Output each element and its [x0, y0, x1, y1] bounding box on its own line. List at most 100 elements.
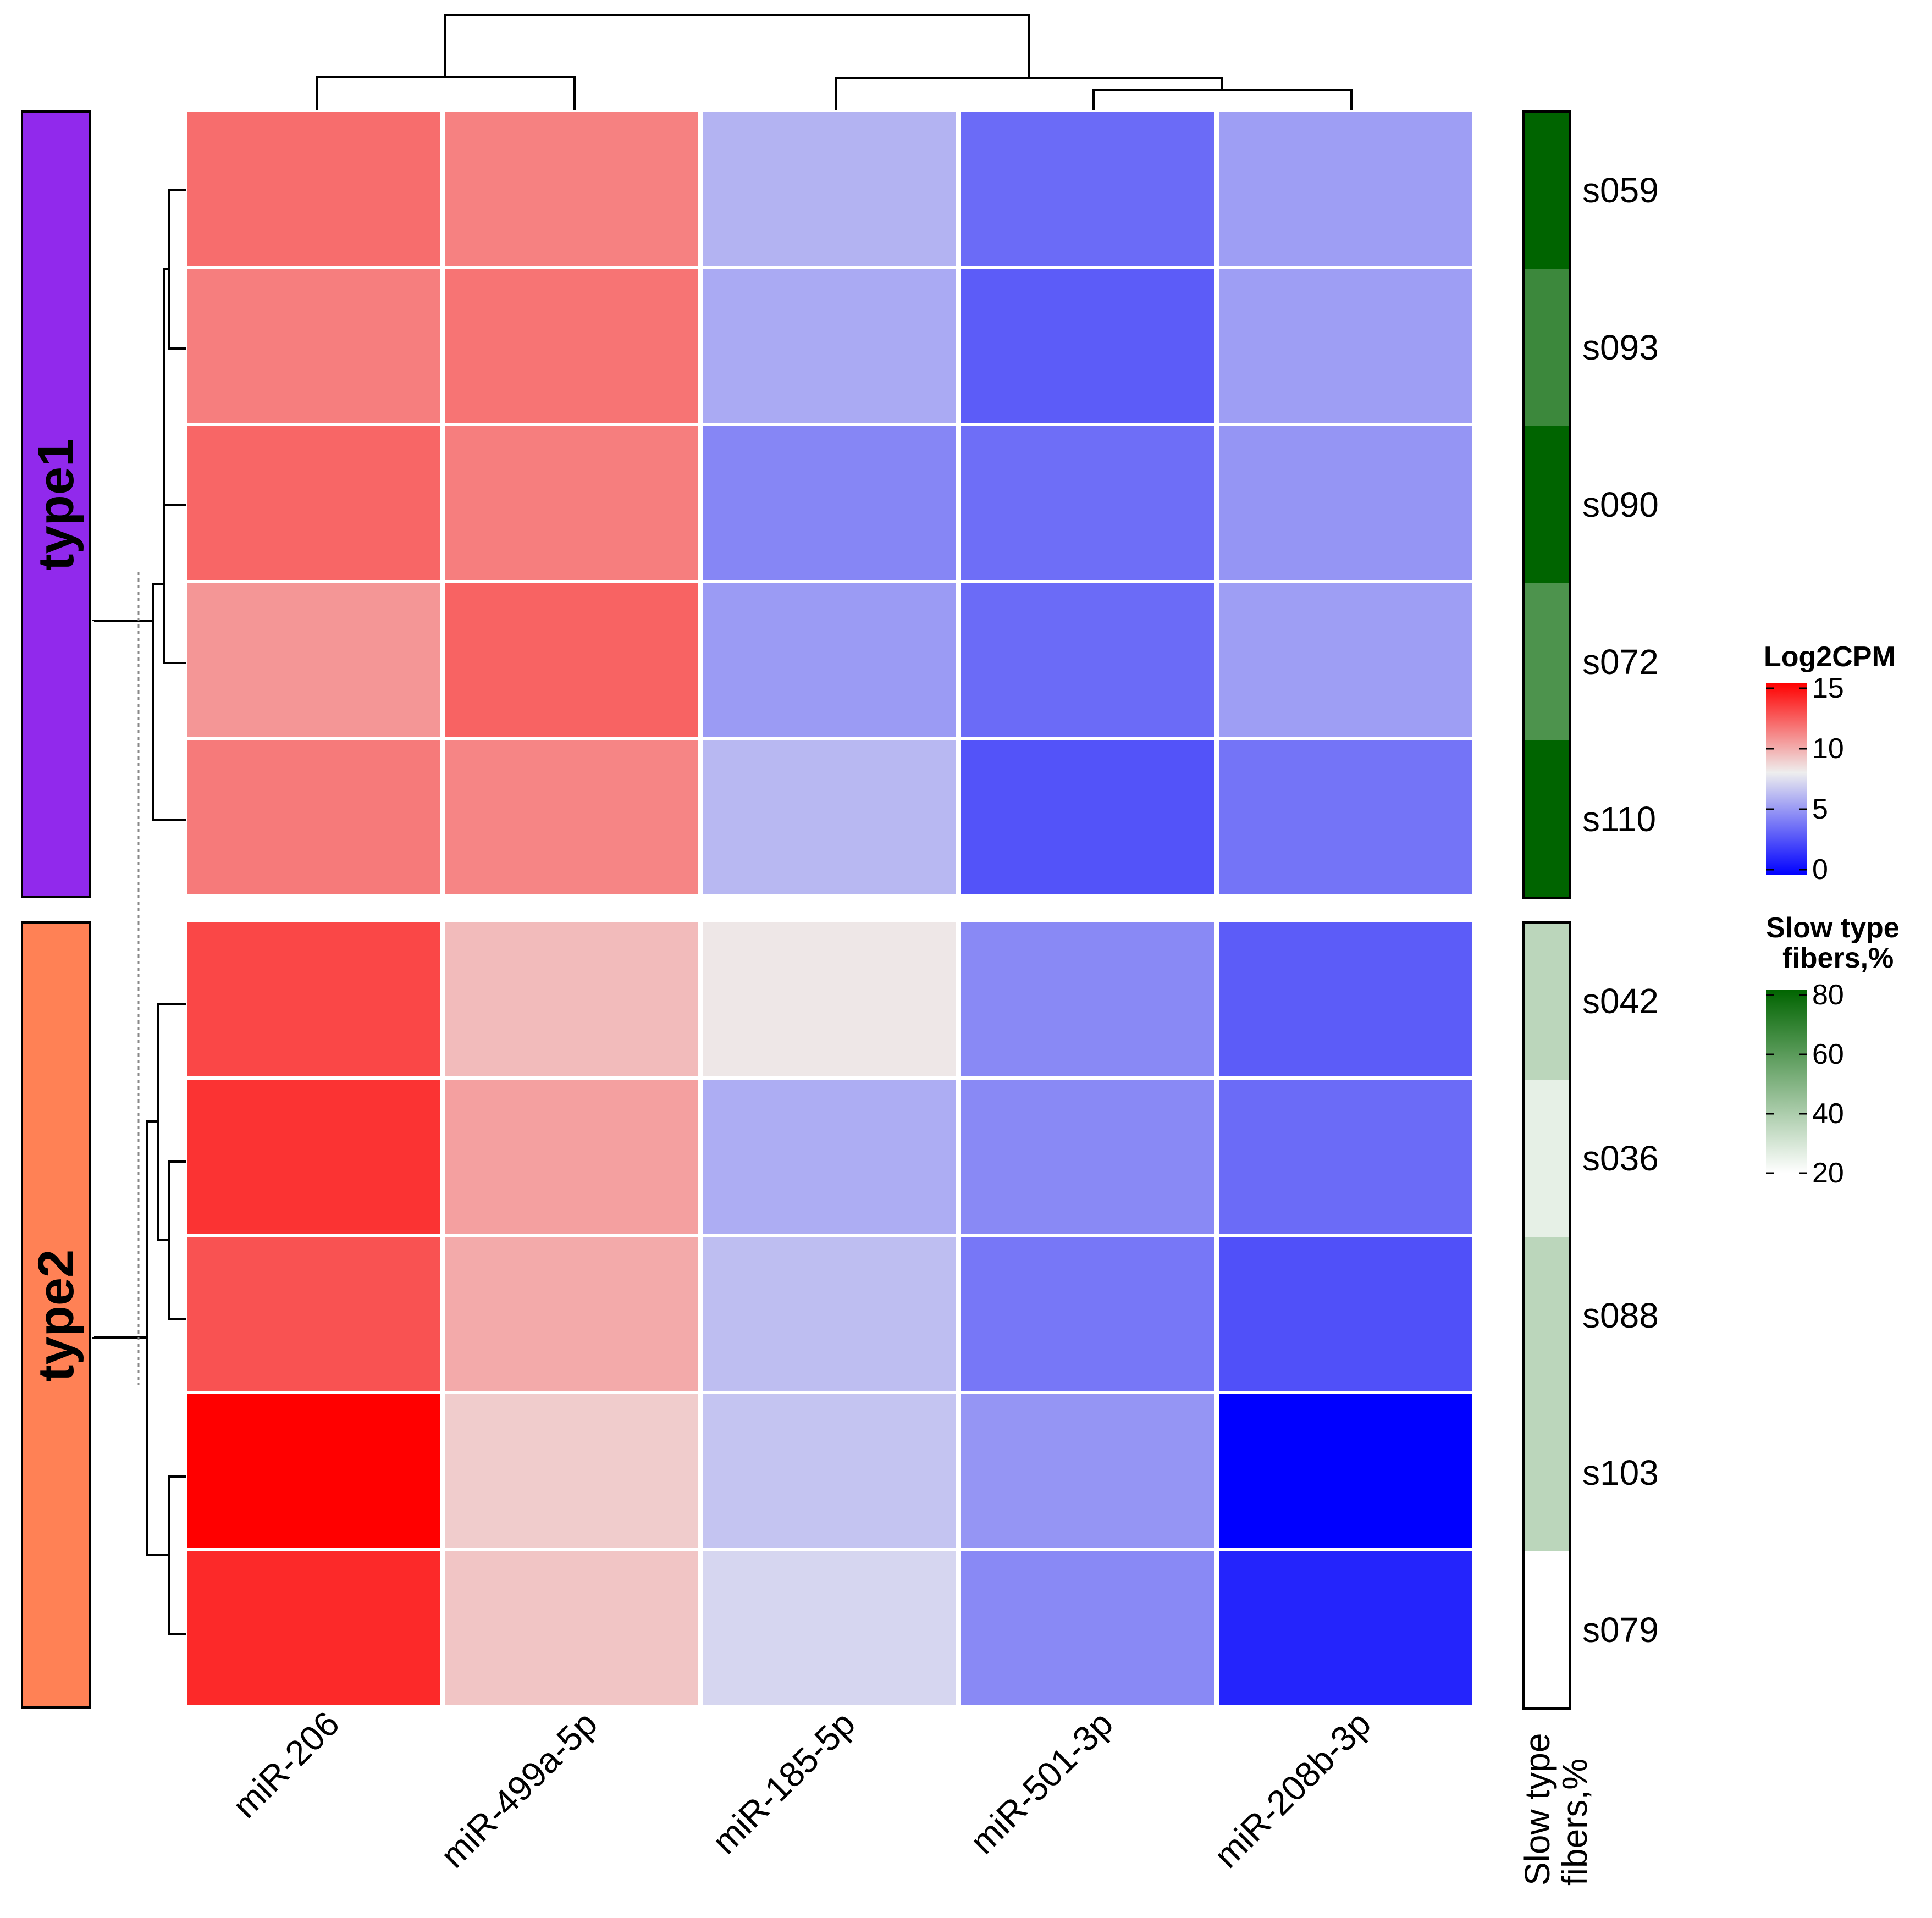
row-label-s093: s093	[1582, 328, 1659, 367]
heatmap-cell-s079-miR-185-5p	[703, 1551, 956, 1705]
log2cpm-tick-label-10: 10	[1812, 733, 1844, 765]
heatmap-cells	[187, 112, 1472, 1705]
heatmap-cell-s090-miR-501-3p	[961, 426, 1214, 580]
heatmap-cell-s088-miR-501-3p	[961, 1237, 1214, 1391]
slow-fibers-tick-label-40: 40	[1812, 1098, 1844, 1130]
slow-fiber-cell-s036	[1523, 1080, 1570, 1237]
heatmap-cell-s088-miR-499a-5p	[445, 1237, 698, 1391]
log2cpm-tick-label-0: 0	[1812, 854, 1828, 886]
heatmap-cell-s072-miR-185-5p	[703, 583, 956, 737]
heatmap-cell-s093-miR-501-3p	[961, 269, 1214, 423]
annotation-axis-label-line1: Slow type	[1517, 1733, 1557, 1886]
slow-fiber-frame-type2	[1522, 921, 1571, 1710]
heatmap-cell-s093-miR-185-5p	[703, 269, 956, 423]
log2cpm-ticks: 15 10 5 0	[1766, 672, 1844, 886]
heatmap-cell-s090-miR-206	[187, 426, 440, 580]
slow-fiber-annotation-column	[1522, 110, 1571, 1710]
heatmap-cell-s042-miR-499a-5p	[445, 922, 698, 1076]
slow-fiber-cell-s110	[1523, 740, 1570, 898]
slow-fibers-tick-label-60: 60	[1812, 1038, 1844, 1070]
slow-fibers-legend: Slow type fibers,% 80 60 40 20	[1766, 912, 1900, 1189]
group-label-type1: type1	[28, 439, 84, 571]
heatmap-cell-s079-miR-208b-3p	[1219, 1551, 1472, 1705]
slow-fiber-cell-s088	[1523, 1237, 1570, 1394]
row-dend-type1-b	[163, 268, 186, 664]
slow-fiber-cell-s090	[1523, 426, 1570, 583]
heatmap-cell-s110-miR-499a-5p	[445, 740, 698, 894]
slow-fiber-cell-s072	[1523, 583, 1570, 740]
heatmap-cell-s059-miR-501-3p	[961, 112, 1214, 266]
heatmap-cell-s072-miR-499a-5p	[445, 583, 698, 737]
log2cpm-legend: Log2CPM 15 10 5 0	[1764, 641, 1896, 886]
heatmap-cell-s093-miR-206	[187, 269, 440, 423]
row-label-s079: s079	[1582, 1610, 1659, 1650]
row-label-s110: s110	[1582, 799, 1656, 839]
heatmap-cell-s079-miR-206	[187, 1551, 440, 1705]
heatmap-cell-s103-miR-499a-5p	[445, 1394, 698, 1548]
group-bar-type2	[21, 921, 91, 1709]
group-label-type2: type2	[28, 1250, 84, 1381]
slow-fiber-cell-s079	[1523, 1551, 1570, 1709]
heatmap-cell-s093-miR-208b-3p	[1219, 269, 1472, 423]
heatmap-cell-s088-miR-185-5p	[703, 1237, 956, 1391]
annotation-axis-label-line2: fibers,%	[1555, 1759, 1594, 1886]
slow-fiber-cell-s103	[1523, 1394, 1570, 1551]
row-dendrogram	[91, 189, 186, 1635]
column-dendrogram	[316, 14, 1353, 110]
heatmap-cell-s088-miR-206	[187, 1237, 440, 1391]
heatmap-cell-s079-miR-501-3p	[961, 1551, 1214, 1705]
slow-fibers-ticks: 80 60 40 20	[1766, 979, 1844, 1189]
group-annotation-bars: type1 type2	[21, 110, 91, 1709]
heatmap-cell-s103-miR-208b-3p	[1219, 1394, 1472, 1548]
heatmap-cell-s036-miR-208b-3p	[1219, 1080, 1472, 1234]
heatmap-cell-s110-miR-501-3p	[961, 740, 1214, 894]
row-dend-type1-d	[152, 583, 186, 821]
heatmap-cell-s059-miR-206	[187, 112, 440, 266]
heatmap-cell-s103-miR-185-5p	[703, 1394, 956, 1548]
heatmap-cell-s042-miR-185-5p	[703, 922, 956, 1076]
heatmap-cell-s036-miR-501-3p	[961, 1080, 1214, 1234]
slow-fiber-cell-s059	[1523, 112, 1570, 269]
heatmap-cell-s110-miR-185-5p	[703, 740, 956, 894]
row-label-s059: s059	[1582, 170, 1659, 210]
row-label-s042: s042	[1582, 981, 1659, 1021]
heatmap-cell-s072-miR-206	[187, 583, 440, 737]
heatmap-cell-s042-miR-206	[187, 922, 440, 1076]
group-bar-type1	[21, 110, 91, 898]
heatmap-cell-s090-miR-208b-3p	[1219, 426, 1472, 580]
heatmap-cell-s036-miR-206	[187, 1080, 440, 1234]
row-label-s090: s090	[1582, 485, 1659, 524]
heatmap-cell-s103-miR-206	[187, 1394, 440, 1548]
heatmap-cell-s090-miR-185-5p	[703, 426, 956, 580]
heatmap-cell-s079-miR-499a-5p	[445, 1551, 698, 1705]
row-labels: s059 s093 s090 s072 s110 s042 s036 s088 s103 s079	[1582, 170, 1659, 1650]
heatmap-cell-s072-miR-208b-3p	[1219, 583, 1472, 737]
log2cpm-tick-label-5: 5	[1812, 793, 1828, 825]
heatmap-cell-s110-miR-208b-3p	[1219, 740, 1472, 894]
slow-fiber-cell-s042	[1523, 922, 1570, 1080]
log2cpm-legend-title: Log2CPM	[1764, 641, 1896, 673]
log2cpm-tick-label-15: 15	[1812, 672, 1844, 704]
heatmap-cell-s093-miR-499a-5p	[445, 269, 698, 423]
slow-fibers-legend-title-line2: fibers,%	[1782, 942, 1894, 974]
heatmap-cell-s059-miR-499a-5p	[445, 112, 698, 266]
col-dend-link-4	[444, 14, 1030, 78]
row-label-s036: s036	[1582, 1138, 1659, 1178]
slow-fibers-color-bar	[1766, 990, 1807, 1173]
annotation-axis-label: Slow type fibers,%	[1517, 1733, 1594, 1886]
heatmap-cell-s042-miR-501-3p	[961, 922, 1214, 1076]
heatmap-cell-s059-miR-208b-3p	[1219, 112, 1472, 266]
heatmap-cell-s110-miR-206	[187, 740, 440, 894]
slow-fiber-cell-s093	[1523, 269, 1570, 426]
row-label-s088: s088	[1582, 1296, 1659, 1335]
row-label-s072: s072	[1582, 642, 1659, 682]
log2cpm-color-bar	[1766, 683, 1807, 875]
heatmap-cell-s072-miR-501-3p	[961, 583, 1214, 737]
heatmap-cell-s036-miR-499a-5p	[445, 1080, 698, 1234]
heatmap-cell-s059-miR-185-5p	[703, 112, 956, 266]
heatmap-cell-s103-miR-501-3p	[961, 1394, 1214, 1548]
heatmap-cell-s088-miR-208b-3p	[1219, 1237, 1472, 1391]
row-label-s103: s103	[1582, 1453, 1659, 1493]
slow-fibers-legend-title-line1: Slow type	[1766, 912, 1900, 944]
